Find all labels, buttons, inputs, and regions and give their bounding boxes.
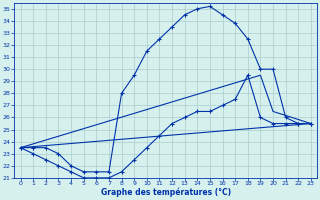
X-axis label: Graphe des températures (°C): Graphe des températures (°C) xyxy=(101,188,231,197)
